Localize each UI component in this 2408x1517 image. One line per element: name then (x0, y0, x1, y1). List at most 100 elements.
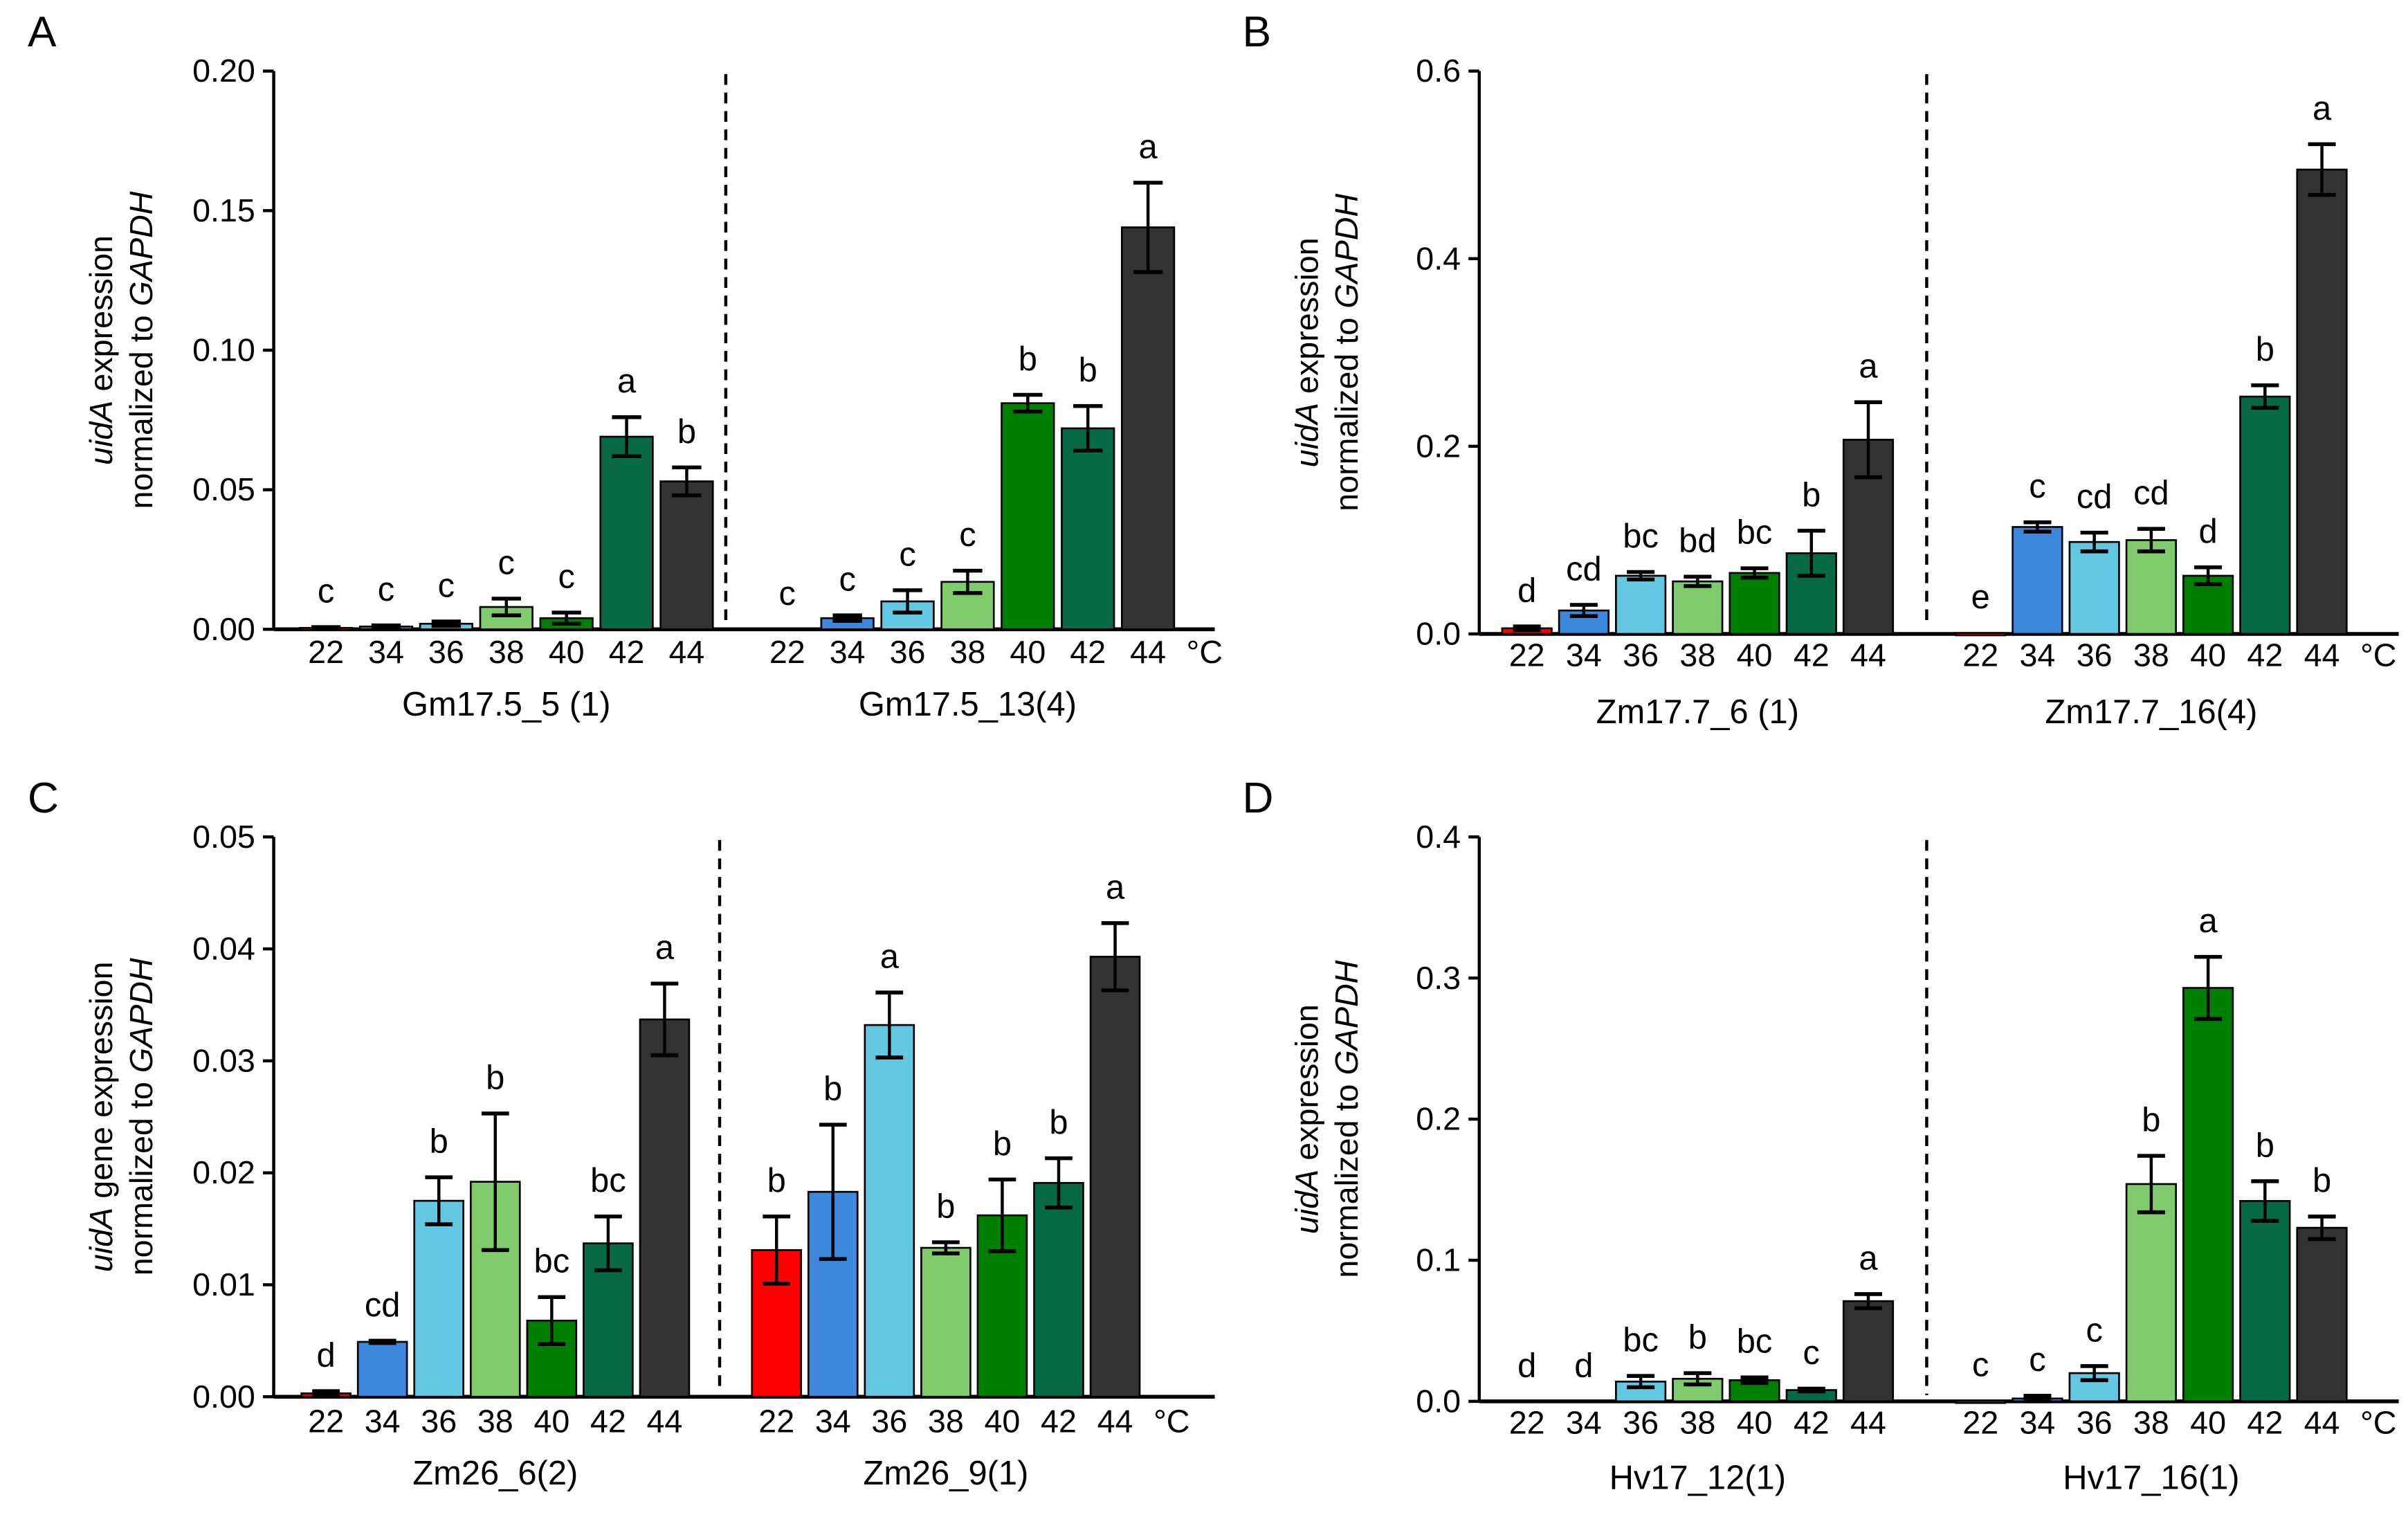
significance-letter: d (1517, 572, 1536, 610)
x-tick-label: 22 (308, 1403, 344, 1439)
bar-group: c 22 c 34 c 36 c 38 b 40 b 42 a 44 Gm17.5_13(4) (769, 128, 1176, 723)
significance-letter: b (2256, 331, 2274, 368)
x-tick-label: 44 (1850, 637, 1886, 673)
significance-letter: b (1688, 1319, 1707, 1356)
significance-letter: b (430, 1123, 448, 1161)
x-tick-label: 34 (368, 634, 404, 670)
x-tick-label: 22 (1509, 637, 1545, 673)
x-tick-label: 40 (1737, 1405, 1773, 1441)
y-tick-label: 0.0 (1416, 1383, 1461, 1419)
bar (599, 435, 654, 630)
x-tick-label: 44 (1130, 634, 1166, 670)
significance-letter: a (2199, 902, 2218, 940)
x-tick-label: 44 (668, 634, 704, 670)
x-tick-label: 36 (421, 1403, 457, 1439)
significance-letter: d (1574, 1347, 1593, 1384)
significance-letter: d (317, 1337, 336, 1374)
bar (1672, 580, 1724, 635)
x-tick-label: 34 (2019, 1405, 2055, 1441)
significance-letter: b (1049, 1104, 1068, 1141)
significance-letter: b (677, 413, 696, 451)
significance-letter: a (617, 363, 637, 400)
significance-letter: a (1139, 128, 1158, 165)
x-tick-label: 38 (1679, 637, 1715, 673)
x-tick-label: 42 (1794, 637, 1830, 673)
bar (1061, 427, 1115, 630)
x-tick-label: 38 (2133, 637, 2169, 673)
x-tick-label: 36 (2077, 1405, 2113, 1441)
x-tick-label: 22 (769, 634, 805, 670)
bar-group: e 22 c 34 cd 36 cd 38 d 40 b 42 a 44 Zm17.7_16(4) (1955, 90, 2348, 731)
y-label-text: expression (1288, 1004, 1324, 1170)
x-tick-label: 40 (533, 1403, 569, 1439)
significance-letter: cd (1566, 550, 1602, 588)
x-tick-label: 40 (1010, 634, 1046, 670)
group-label: Hv17_16(1) (2063, 1460, 2239, 1497)
bar (2239, 1200, 2291, 1403)
bar (1955, 1399, 2007, 1404)
y-label-text: normalized to (1329, 309, 1365, 511)
y-label-gene: uidA (1288, 403, 1324, 467)
y-label-text: normalized to (123, 306, 159, 509)
x-tick-label: 42 (2247, 1405, 2283, 1441)
y-label-line2: normalized to GAPDH (1329, 194, 1365, 511)
significance-letter: b (767, 1162, 786, 1199)
bar (2012, 526, 2063, 635)
significance-letter: bc (590, 1162, 626, 1199)
panel-d: D 0.0 0.1 0.2 0.3 0.4 uidA expression normalize… (1243, 774, 2399, 1497)
panel-a: A 0.00 0.05 0.10 0.15 0.20 uidA expression norm… (28, 8, 1223, 723)
y-tick-label: 0.2 (1416, 428, 1461, 464)
unit-label: °C (1153, 1403, 1189, 1439)
bar (2125, 1183, 2177, 1403)
y-label-reference: GAPDH (1329, 194, 1365, 309)
y-tick-label: 0.20 (192, 53, 255, 89)
y-tick-label: 0.4 (1416, 240, 1461, 276)
significance-letter: bc (534, 1243, 570, 1280)
y-tick-label: 0.10 (192, 332, 255, 368)
significance-letter: b (1019, 340, 1037, 378)
x-tick-label: 38 (949, 634, 985, 670)
y-label-text: normalized to (1329, 1075, 1365, 1278)
bar (1033, 1181, 1084, 1398)
group-label: Hv17_12(1) (1609, 1460, 1786, 1497)
y-label-line1: uidA expression (83, 235, 119, 465)
y-tick-label: 0.04 (192, 931, 255, 967)
significance-letter: b (2142, 1102, 2160, 1139)
x-tick-label: 38 (1679, 1405, 1715, 1441)
x-tick-label: 38 (489, 634, 525, 670)
significance-letter: b (486, 1059, 504, 1096)
y-label-line2: normalized to GAPDH (123, 958, 159, 1275)
significance-letter: e (1971, 579, 1990, 616)
significance-letter: c (318, 573, 334, 610)
x-tick-label: 22 (1962, 637, 1998, 673)
panel-b: B 0.0 0.2 0.4 0.6 uidA expression normalized t… (1243, 8, 2399, 731)
unit-label: °C (2360, 1405, 2396, 1441)
significance-letter: bc (1623, 1322, 1659, 1359)
x-tick-label: 40 (549, 634, 585, 670)
significance-letter: bc (1623, 518, 1659, 555)
significance-letter: bc (1737, 514, 1773, 552)
x-tick-label: 42 (1041, 1403, 1077, 1439)
significance-letter: c (899, 536, 915, 573)
x-tick-label: 40 (984, 1403, 1020, 1439)
x-tick-label: 44 (646, 1403, 682, 1439)
y-tick-label: 0.01 (192, 1266, 255, 1302)
y-tick-label: 0.6 (1416, 53, 1461, 89)
y-label-text: gene expression (83, 961, 119, 1207)
y-label-text: expression (83, 235, 119, 401)
x-tick-label: 34 (830, 634, 866, 670)
significance-letter: b (936, 1188, 955, 1225)
bar (2182, 987, 2234, 1403)
x-tick-label: 36 (2077, 637, 2113, 673)
significance-letter: b (993, 1125, 1012, 1163)
bar (1001, 402, 1055, 630)
x-tick-label: 36 (890, 634, 926, 670)
significance-letter: c (959, 516, 976, 554)
bar-group: d 22 d 34 bc 36 b 38 bc 40 c 42 a 44 Hv17_12(1) (1509, 1239, 1895, 1497)
y-label-line2: normalized to GAPDH (123, 191, 159, 509)
y-label-reference: GAPDH (1329, 960, 1365, 1075)
bar (1842, 1300, 1895, 1403)
significance-letter: c (779, 575, 796, 612)
significance-letter: c (558, 558, 574, 596)
x-tick-label: 38 (477, 1403, 513, 1439)
